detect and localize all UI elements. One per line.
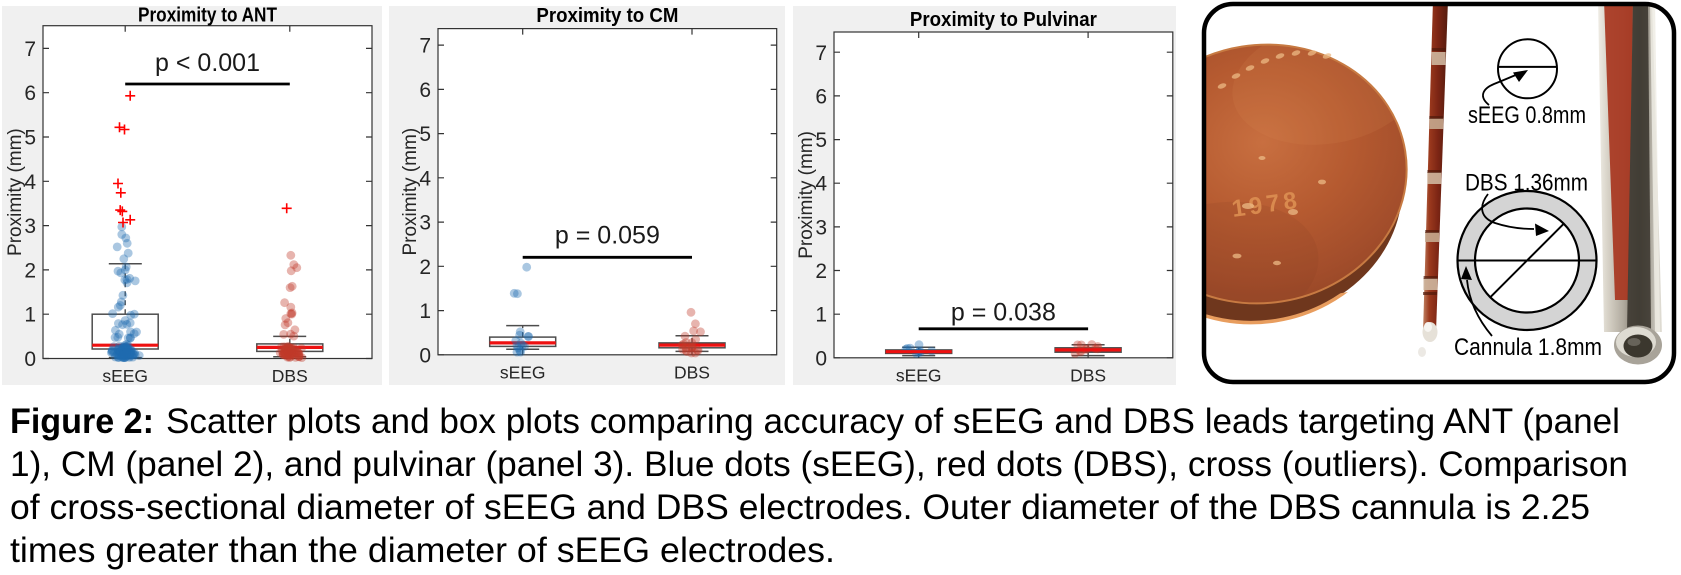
svg-text:1), CM (panel 2), and pulvinar: 1), CM (panel 2), and pulvinar (panel 3)… [10,445,1628,484]
svg-text:1: 1 [419,300,431,323]
svg-text:1: 1 [24,304,36,327]
svg-text:3: 3 [24,215,36,238]
svg-text:5: 5 [24,127,36,150]
svg-text:Cannula 1.8mm: Cannula 1.8mm [1454,334,1602,361]
svg-text:p < 0.001: p < 0.001 [155,49,260,77]
svg-text:2: 2 [419,256,431,279]
svg-text:4: 4 [815,173,827,196]
svg-text:7: 7 [815,42,827,65]
svg-text:6: 6 [419,79,431,102]
svg-text:5: 5 [815,129,827,152]
svg-text:DBS 1.36mm: DBS 1.36mm [1465,170,1588,197]
svg-text:5: 5 [419,123,431,146]
svg-text:0: 0 [419,344,431,367]
svg-text:Proximity (mm): Proximity (mm) [796,131,817,259]
svg-text:DBS: DBS [674,362,710,382]
svg-text:p = 0.059: p = 0.059 [555,222,660,250]
svg-text:6: 6 [815,85,827,108]
svg-text:7: 7 [24,38,36,61]
svg-text:DBS: DBS [1070,365,1106,385]
svg-text:2: 2 [815,260,827,283]
svg-text:times greater than the diamete: times greater than the diameter of sEEG … [10,531,835,570]
svg-text:Scatter plots and box plots co: Scatter plots and box plots comparing ac… [166,402,1620,441]
svg-text:3: 3 [419,212,431,235]
svg-text:0: 0 [24,348,36,371]
svg-text:p = 0.038: p = 0.038 [951,299,1056,327]
svg-text:sEEG: sEEG [102,366,148,386]
svg-text:sEEG: sEEG [500,362,546,382]
svg-text:DBS: DBS [272,366,308,386]
svg-text:4: 4 [24,171,36,194]
svg-text:Figure 2:: Figure 2: [10,402,154,441]
svg-text:sEEG: sEEG [896,365,942,385]
svg-text:Proximity to CM: Proximity to CM [536,5,678,27]
svg-text:of cross-sectional diameter of: of cross-sectional diameter of sEEG and … [10,488,1590,527]
svg-text:Proximity (mm): Proximity (mm) [400,128,421,256]
svg-text:Proximity (mm): Proximity (mm) [5,128,26,256]
svg-text:3: 3 [815,216,827,239]
svg-text:4: 4 [419,167,431,190]
svg-text:Proximity to ANT: Proximity to ANT [138,5,277,27]
svg-text:6: 6 [24,82,36,105]
svg-text:7: 7 [419,35,431,58]
svg-text:sEEG 0.8mm: sEEG 0.8mm [1468,102,1586,129]
svg-text:Proximity to Pulvinar: Proximity to Pulvinar [910,9,1097,31]
svg-text:2: 2 [24,259,36,282]
svg-text:1: 1 [815,304,827,327]
svg-text:0: 0 [815,347,827,370]
